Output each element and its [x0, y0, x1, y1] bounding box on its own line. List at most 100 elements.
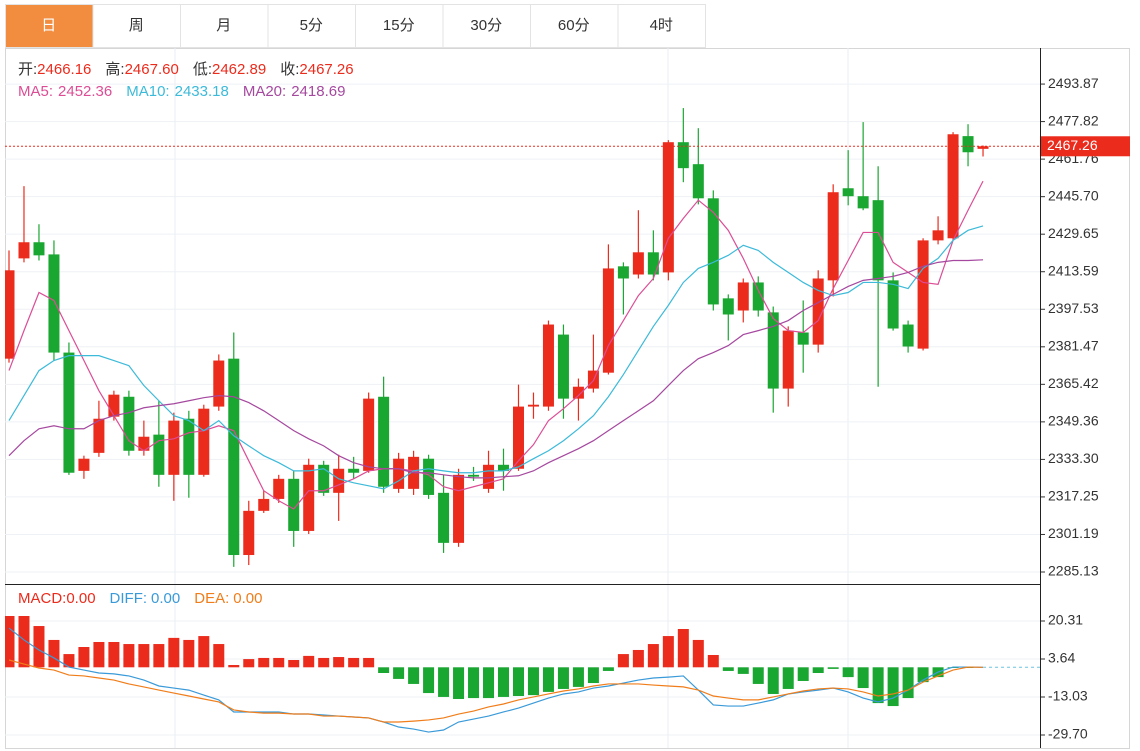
candle-body [273, 478, 285, 499]
candle-body [423, 458, 435, 495]
macd-bar [647, 644, 659, 668]
candle-body [333, 468, 345, 493]
macd-bar [348, 657, 360, 668]
y-tick-label: -13.03 [1048, 688, 1088, 704]
macd-bar [213, 644, 225, 668]
plot-area [5, 616, 984, 733]
macd-bar [408, 667, 420, 684]
macd-bar [273, 657, 285, 668]
candle-body [977, 146, 989, 149]
y-tick-label: 20.31 [1048, 612, 1083, 628]
ma-readout: MA5: 2452.36 MA10: 2433.18 MA20: 2418.69 [18, 83, 345, 100]
tab[interactable] [5, 4, 94, 48]
macd-bar [453, 667, 465, 699]
tab-label[interactable]: 周 [129, 17, 144, 34]
candle-body [842, 188, 854, 197]
y-tick-label: 2333.30 [1048, 450, 1099, 466]
legend-value: 0.00 [66, 590, 95, 607]
macd-bar [797, 667, 809, 681]
candle-body [378, 396, 390, 487]
candle-body [812, 278, 824, 345]
legend-name: MA20: [243, 83, 286, 100]
tab-label[interactable]: 月 [216, 17, 231, 34]
y-tick-label: 2397.53 [1048, 300, 1099, 316]
y-tick-label: 2413.59 [1048, 262, 1099, 278]
y-tick-label: 2317.25 [1048, 488, 1099, 504]
candle-body [453, 474, 465, 543]
macd-bar [18, 616, 30, 668]
macd-bar [917, 667, 929, 683]
candle-body [557, 334, 569, 399]
candle-body [318, 464, 330, 493]
tab[interactable] [530, 4, 619, 48]
readout-label: 收: [280, 61, 299, 78]
legend-name: MA5: [18, 83, 53, 100]
tab-label[interactable]: 5分 [300, 17, 323, 34]
macd-bar [812, 667, 824, 673]
tab[interactable] [92, 4, 181, 48]
candle-body [917, 240, 929, 349]
macd-bar [887, 667, 899, 707]
candle-body [617, 266, 629, 279]
tab-label[interactable]: 4时 [650, 17, 673, 34]
macd-bar [333, 657, 345, 668]
candle-body [228, 358, 240, 556]
macd-bar [677, 628, 689, 668]
tab[interactable] [267, 4, 356, 48]
macd-bar [318, 657, 330, 668]
macd-bar [363, 657, 375, 668]
macd-bar [48, 639, 60, 668]
macd-bar [78, 647, 90, 668]
y-tick-label: 2445.70 [1048, 187, 1099, 203]
indicator-line [8, 259, 984, 479]
candle-body [857, 196, 869, 209]
tab[interactable] [617, 4, 706, 48]
legend-value: 0.00 [233, 590, 262, 607]
macd-bar [423, 667, 435, 694]
candle-body [183, 418, 195, 475]
macd-bar [782, 667, 794, 689]
legend-name: DIFF: [110, 590, 148, 607]
candle-body [827, 192, 839, 281]
tab-label[interactable]: 60分 [558, 17, 590, 34]
y-tick-label: 3.64 [1048, 650, 1075, 666]
macd-bar [138, 644, 150, 668]
tab-label[interactable]: 30分 [470, 17, 502, 34]
macd-bar [198, 636, 210, 668]
macd-bar [617, 654, 629, 668]
last-price-label: 2467.26 [1047, 137, 1098, 153]
candle-body [303, 464, 315, 531]
macd-bar [557, 667, 569, 689]
legend-value: 2452.36 [58, 83, 112, 100]
candle-body [438, 492, 450, 543]
readout-value: 2466.16 [37, 61, 91, 78]
macd-bar [632, 649, 644, 668]
macd-bar [108, 641, 120, 668]
macd-bar [842, 667, 854, 678]
candle-body [363, 398, 375, 471]
candle-body [887, 280, 899, 329]
macd-bar [527, 667, 539, 696]
y-tick-label: 2301.19 [1048, 525, 1099, 541]
candle-body [512, 406, 524, 469]
macd-bar [93, 641, 105, 668]
tab-label[interactable]: 15分 [383, 17, 415, 34]
candle-body [213, 360, 225, 407]
readout-value: 2462.89 [212, 61, 266, 78]
tab[interactable] [180, 4, 269, 48]
indicator-line [8, 659, 984, 723]
macd-readout: MACD:0.00 DIFF: 0.00 DEA: 0.00 [18, 590, 262, 607]
candle-body [707, 198, 719, 305]
macd-bar [288, 660, 300, 668]
tab[interactable] [355, 4, 444, 48]
macd-bar [258, 657, 270, 668]
y-tick-label: 2477.82 [1048, 112, 1099, 128]
tab-label[interactable]: 日 [41, 17, 56, 34]
macd-bar [33, 626, 45, 668]
macd-bar [737, 667, 749, 674]
candle-body [632, 252, 644, 275]
candle-body [108, 394, 120, 417]
macd-bar [153, 644, 165, 668]
candle-body [468, 474, 480, 477]
macd-bar [498, 667, 510, 697]
